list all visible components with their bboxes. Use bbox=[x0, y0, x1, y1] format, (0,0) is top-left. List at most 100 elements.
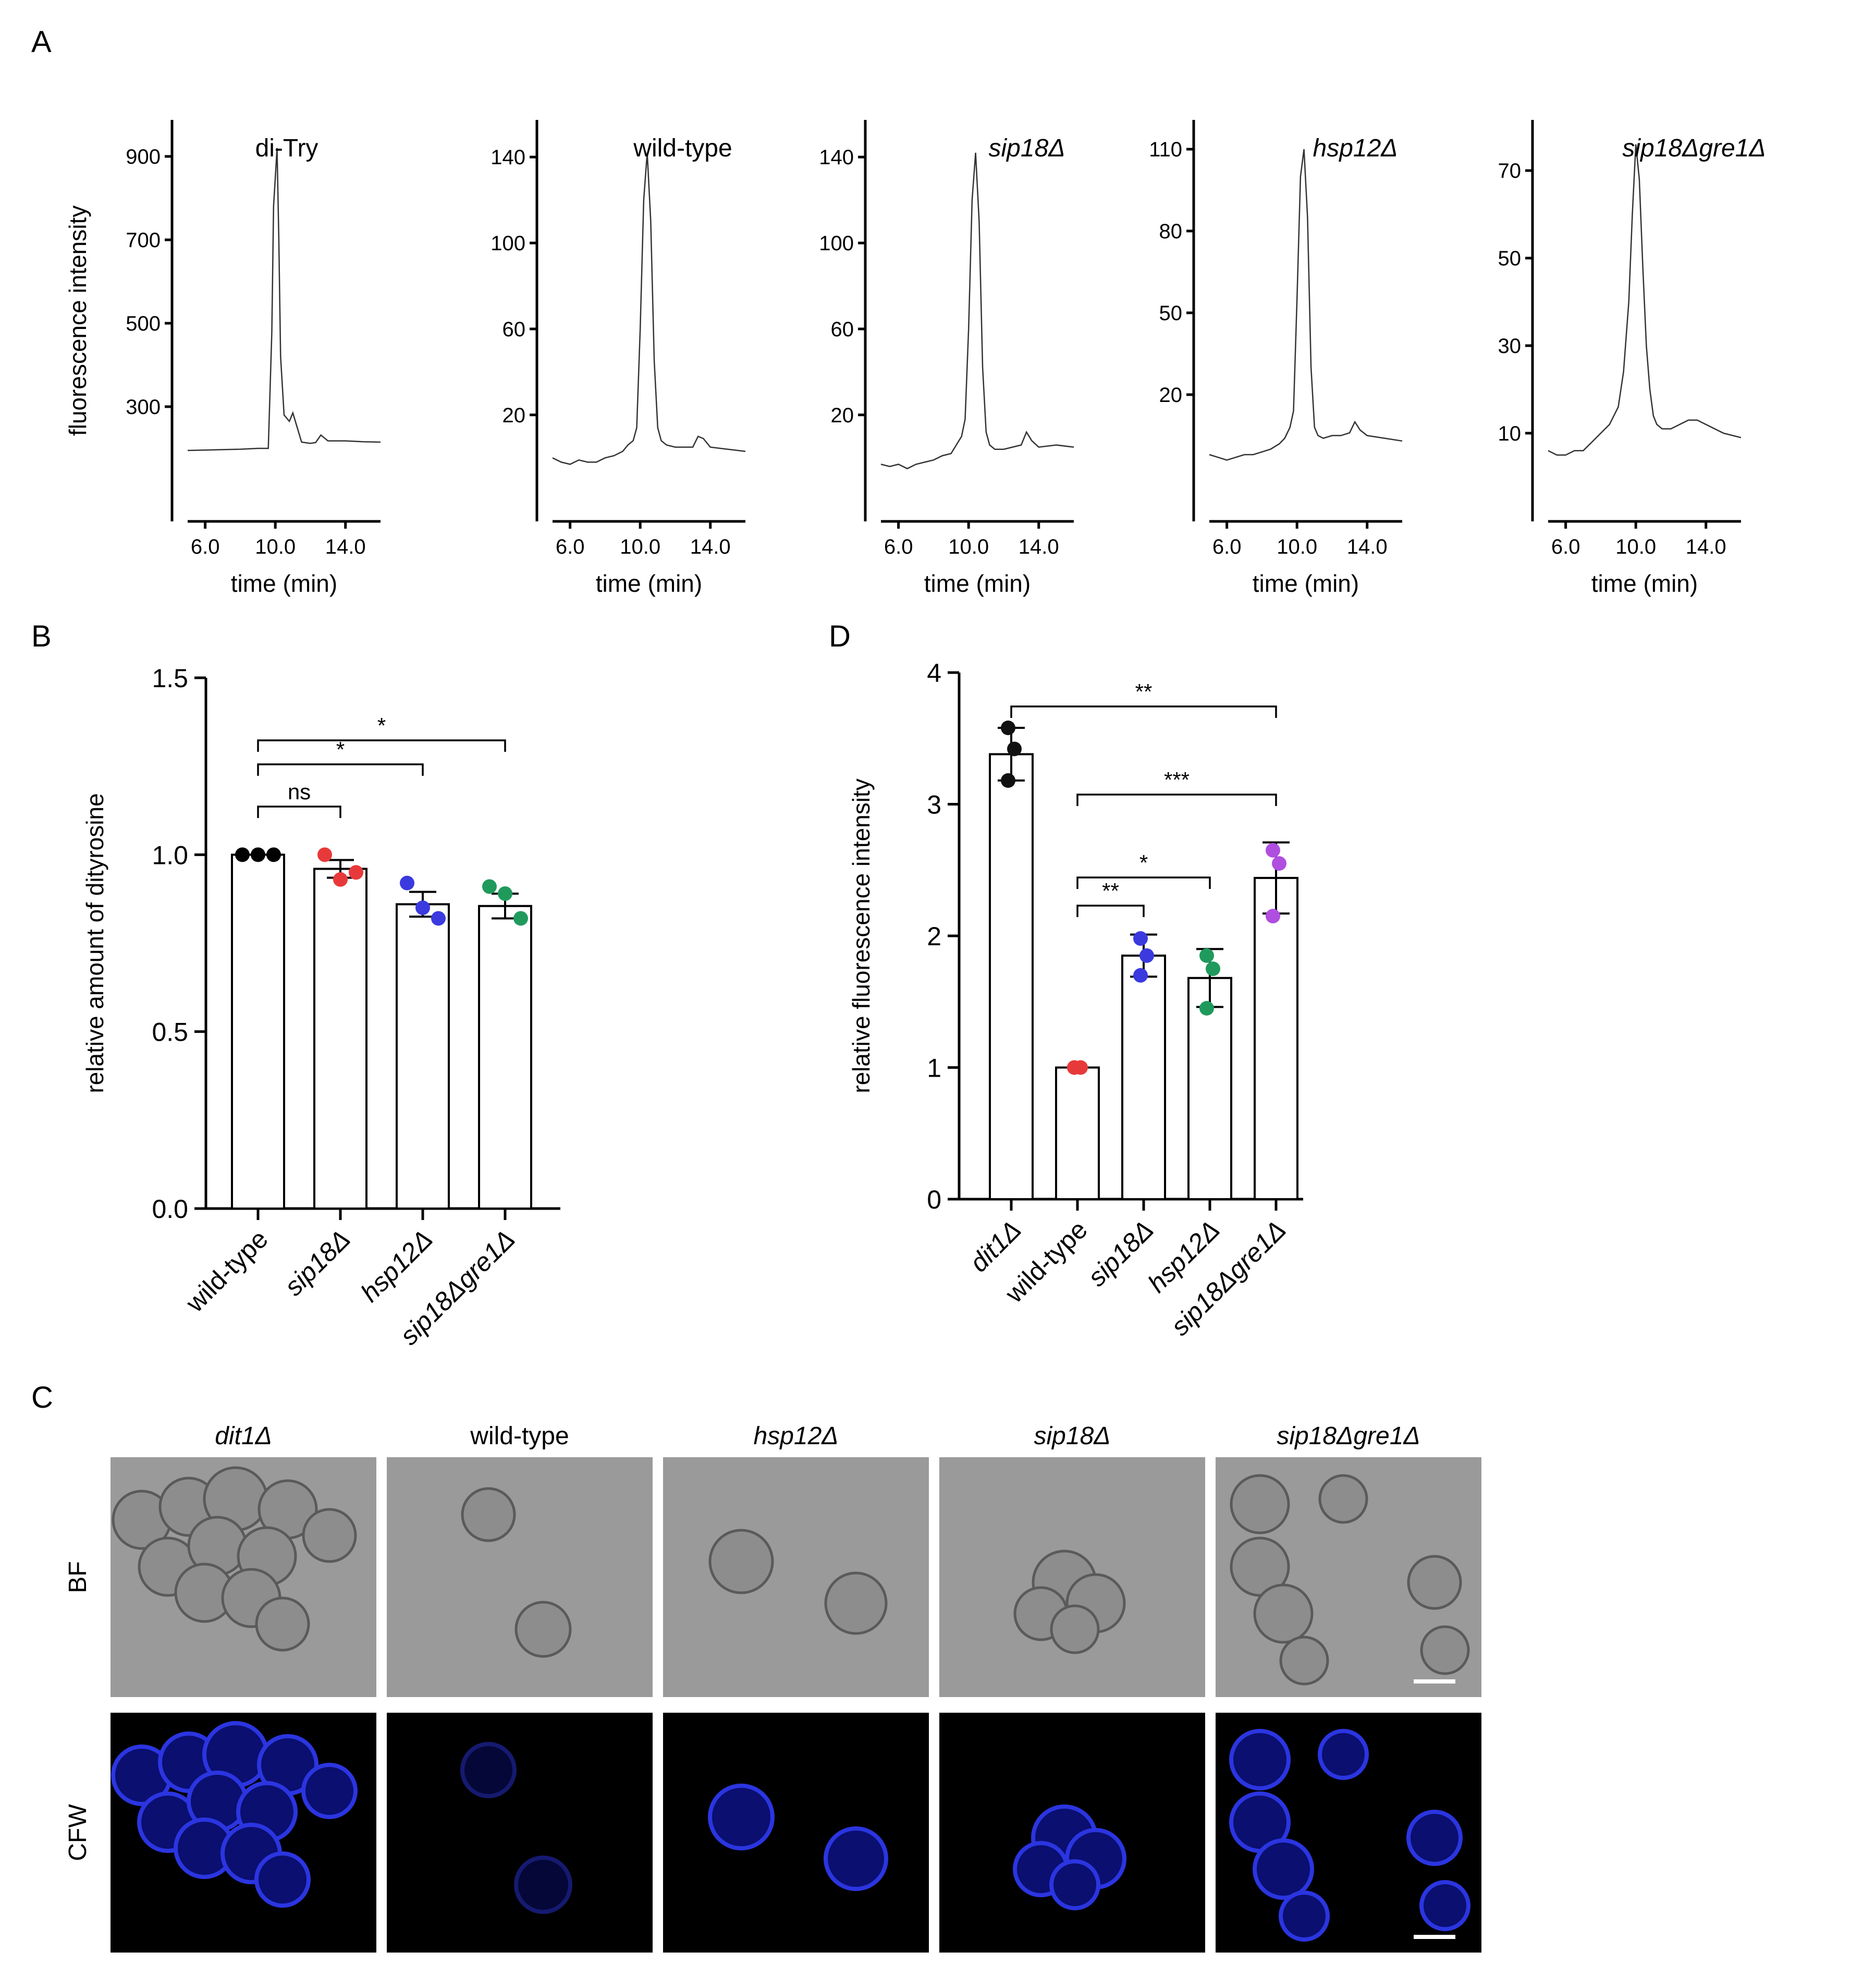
x-axis-label: time (min) bbox=[596, 570, 702, 597]
row-label: CFW bbox=[64, 1804, 92, 1861]
x-axis-label: time (min) bbox=[1591, 570, 1698, 597]
y-tick-label: 0.5 bbox=[152, 1018, 188, 1047]
panel-letter-a: A bbox=[31, 25, 52, 59]
cfw-cell bbox=[1318, 1729, 1369, 1780]
y-tick-label: 110 bbox=[1149, 138, 1182, 161]
bf-cell bbox=[708, 1529, 774, 1594]
y-tick-label: 60 bbox=[831, 318, 854, 341]
bf-image bbox=[387, 1457, 653, 1697]
bf-cell bbox=[1230, 1474, 1290, 1534]
x-tick-label: 14.0 bbox=[1347, 535, 1388, 558]
y-tick-label: 700 bbox=[126, 229, 161, 252]
bf-cell bbox=[302, 1508, 357, 1563]
x-tick-label: 10.0 bbox=[1615, 535, 1656, 558]
y-tick-label: 4 bbox=[927, 658, 941, 688]
chromatogram-trace-A5 bbox=[1548, 144, 1742, 456]
subplot-title: wild-type bbox=[633, 135, 732, 162]
bf-cell bbox=[514, 1601, 572, 1658]
data-point bbox=[1199, 948, 1214, 963]
bar bbox=[1055, 1066, 1100, 1200]
y-tick-label: 1 bbox=[927, 1054, 941, 1083]
cfw-image bbox=[387, 1713, 653, 1953]
significance-label: * bbox=[377, 713, 386, 738]
micrograph-column-title: hsp12Δ bbox=[754, 1422, 839, 1450]
y-axis-label: fluorescence intensity bbox=[64, 205, 91, 436]
x-tick-label: 10.0 bbox=[1277, 535, 1317, 558]
significance-bracket bbox=[257, 763, 424, 776]
panel-letter-c: C bbox=[31, 1381, 53, 1414]
micrograph-column-title: dit1Δ bbox=[215, 1422, 272, 1450]
bf-cell bbox=[1050, 1604, 1100, 1654]
cfw-cell bbox=[301, 1763, 358, 1819]
x-tick-label: 10.0 bbox=[255, 535, 296, 558]
y-tick-label: 500 bbox=[126, 312, 161, 335]
bf-cell bbox=[1318, 1474, 1368, 1524]
significance-label: ** bbox=[1135, 679, 1153, 704]
significance-label: *** bbox=[1164, 767, 1190, 792]
cfw-cell bbox=[460, 1742, 517, 1798]
y-tick-label: 0.0 bbox=[152, 1194, 188, 1224]
data-point bbox=[431, 911, 446, 926]
y-tick-label: 1.5 bbox=[152, 664, 188, 693]
x-tick-label: 6.0 bbox=[191, 535, 220, 558]
panel-a-chromatograms: 300 500 700 900 6.0 10.0 14.0 time (min) di-Try 2… bbox=[64, 120, 1766, 597]
data-point bbox=[349, 865, 363, 880]
y-axis-label: relative fluorescence intensity bbox=[848, 778, 875, 1093]
data-point bbox=[1139, 948, 1154, 963]
cfw-cell bbox=[1419, 1880, 1470, 1931]
data-point bbox=[498, 886, 512, 901]
y-tick-label: 80 bbox=[1159, 220, 1183, 243]
significance-bracket bbox=[1076, 794, 1277, 806]
significance-bracket bbox=[1076, 905, 1145, 917]
cfw-image bbox=[663, 1713, 929, 1953]
bar bbox=[396, 903, 450, 1210]
data-point bbox=[513, 911, 528, 926]
subplot-title: sip18Δ bbox=[989, 135, 1065, 162]
x-tick-label: 14.0 bbox=[1019, 535, 1059, 558]
bar bbox=[1121, 954, 1166, 1200]
y-tick-label: 300 bbox=[126, 396, 161, 419]
bf-cell bbox=[1253, 1583, 1314, 1644]
cfw-cell bbox=[824, 1826, 888, 1891]
cfw-cell bbox=[1049, 1859, 1100, 1910]
row-label: BF bbox=[64, 1561, 92, 1593]
data-point bbox=[1133, 931, 1148, 946]
chromatogram-trace-A1 bbox=[187, 148, 381, 452]
cfw-cell bbox=[514, 1856, 572, 1914]
data-point bbox=[1266, 909, 1280, 924]
data-point bbox=[1272, 856, 1286, 871]
x-tick-label: dit1Δ bbox=[964, 1215, 1026, 1277]
y-tick-label: 70 bbox=[1498, 160, 1522, 182]
micrograph-column-title: sip18Δ bbox=[1034, 1422, 1111, 1450]
cfw-cell bbox=[254, 1851, 311, 1908]
x-tick-label: 14.0 bbox=[1686, 535, 1726, 558]
y-tick-label: 1.0 bbox=[152, 840, 188, 870]
significance-bracket bbox=[1076, 876, 1211, 889]
data-point bbox=[266, 847, 281, 862]
x-tick-label: 6.0 bbox=[1212, 535, 1242, 558]
chromatogram-trace-A3 bbox=[880, 152, 1074, 470]
y-tick-label: 3 bbox=[927, 790, 941, 820]
bar bbox=[1254, 876, 1298, 1200]
subplot-title: di-Try bbox=[255, 135, 318, 162]
y-tick-label: 60 bbox=[502, 318, 526, 341]
data-point bbox=[400, 875, 414, 891]
panel-letter-d: D bbox=[829, 619, 851, 653]
bar bbox=[989, 753, 1034, 1201]
data-point bbox=[482, 879, 497, 894]
y-tick-label: 2 bbox=[927, 922, 941, 951]
x-axis-label: time (min) bbox=[231, 570, 337, 597]
x-tick-label: 14.0 bbox=[690, 535, 731, 558]
significance-bracket bbox=[257, 806, 341, 818]
y-tick-label: 20 bbox=[831, 404, 854, 427]
x-tick-label: 10.0 bbox=[620, 535, 660, 558]
y-tick-label: 140 bbox=[819, 146, 854, 169]
significance-bracket bbox=[1010, 705, 1277, 718]
y-tick-label: 10 bbox=[1498, 422, 1522, 445]
micrograph-column-title: wild-type bbox=[470, 1422, 569, 1450]
x-tick-label: 10.0 bbox=[948, 535, 989, 558]
y-tick-label: 140 bbox=[491, 146, 525, 169]
data-point bbox=[235, 847, 250, 862]
